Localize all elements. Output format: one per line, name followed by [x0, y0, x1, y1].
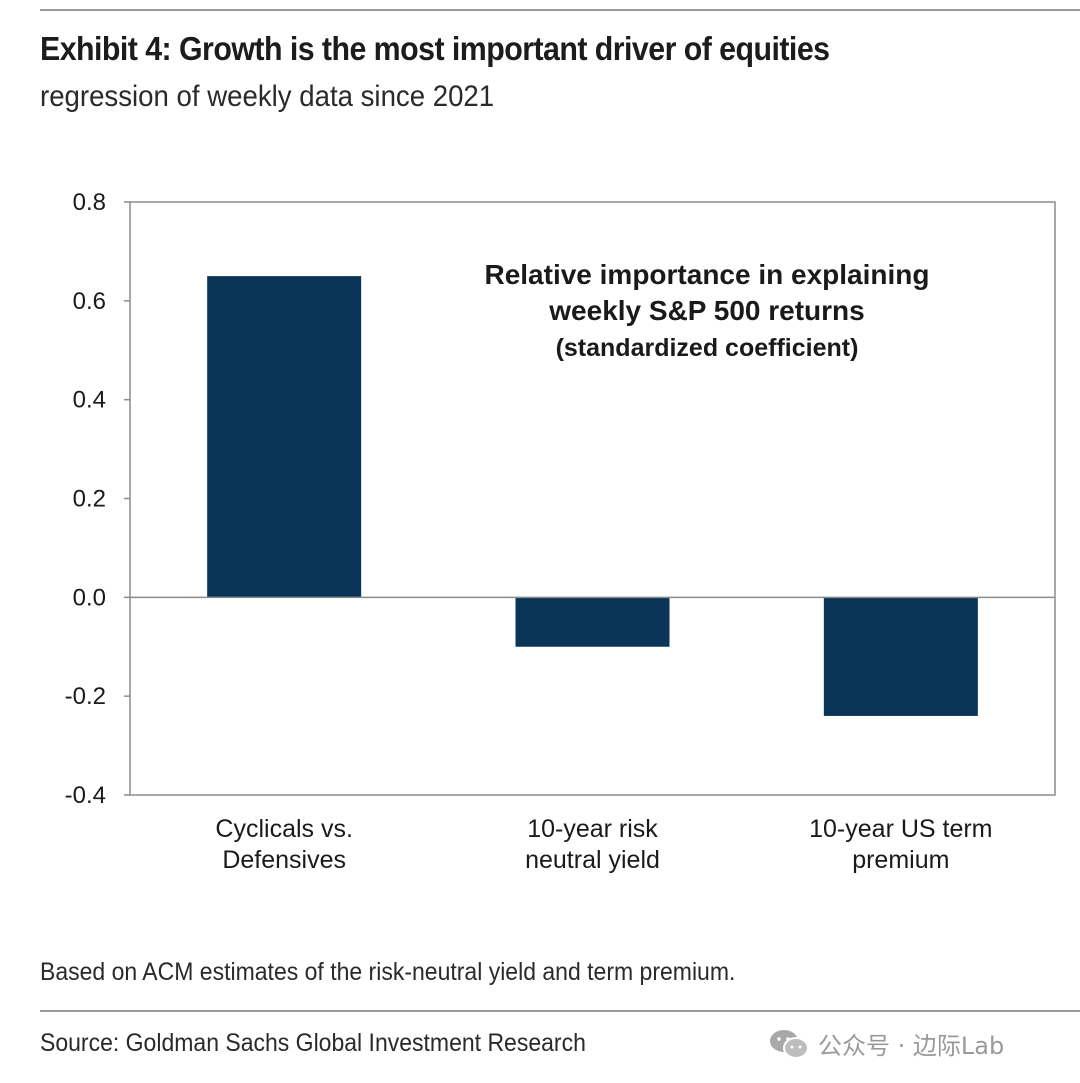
footnote: Based on ACM estimates of the risk-neutr…	[40, 958, 736, 986]
y-tick-label: 0.6	[73, 288, 106, 315]
bar	[515, 597, 670, 647]
y-tick-label: 0.2	[73, 486, 106, 513]
x-category-label: premium	[852, 846, 949, 874]
bottom-rule	[40, 1010, 1080, 1012]
chart-annotation: (standardized coefficient)	[556, 334, 859, 362]
y-tick-label: -0.4	[65, 782, 106, 809]
wechat-icon	[768, 1027, 810, 1061]
bar	[823, 597, 978, 716]
bar	[207, 276, 362, 598]
source-line: Source: Goldman Sachs Global Investment …	[40, 1029, 586, 1057]
x-category-label: 10-year US term	[809, 815, 992, 843]
chart-annotation: weekly S&P 500 returns	[548, 295, 864, 326]
x-category-label: Defensives	[222, 846, 346, 874]
y-tick-label: 0.4	[73, 387, 106, 414]
top-rule	[40, 9, 1080, 11]
y-tick-label: -0.2	[65, 683, 106, 710]
chart-annotation: Relative importance in explaining	[484, 259, 929, 290]
exhibit-subtitle: regression of weekly data since 2021	[40, 80, 495, 113]
exhibit-title: Exhibit 4: Growth is the most important …	[40, 30, 830, 67]
watermark-text: 公众号 · 边际Lab	[818, 1032, 1005, 1060]
y-tick-label: 0.8	[73, 189, 106, 216]
bar-chart: 0.8 0.6 0.4 0.2 0.0 -0.2 -0.4 Cyclicals vs. Defe…	[65, 189, 1056, 874]
watermark: 公众号 · 边际Lab	[768, 1026, 1004, 1061]
y-tick-label: 0.0	[73, 584, 106, 611]
x-category-label: neutral yield	[525, 846, 660, 874]
x-category-label: Cyclicals vs.	[215, 815, 353, 843]
x-category-label: 10-year risk	[527, 815, 658, 843]
